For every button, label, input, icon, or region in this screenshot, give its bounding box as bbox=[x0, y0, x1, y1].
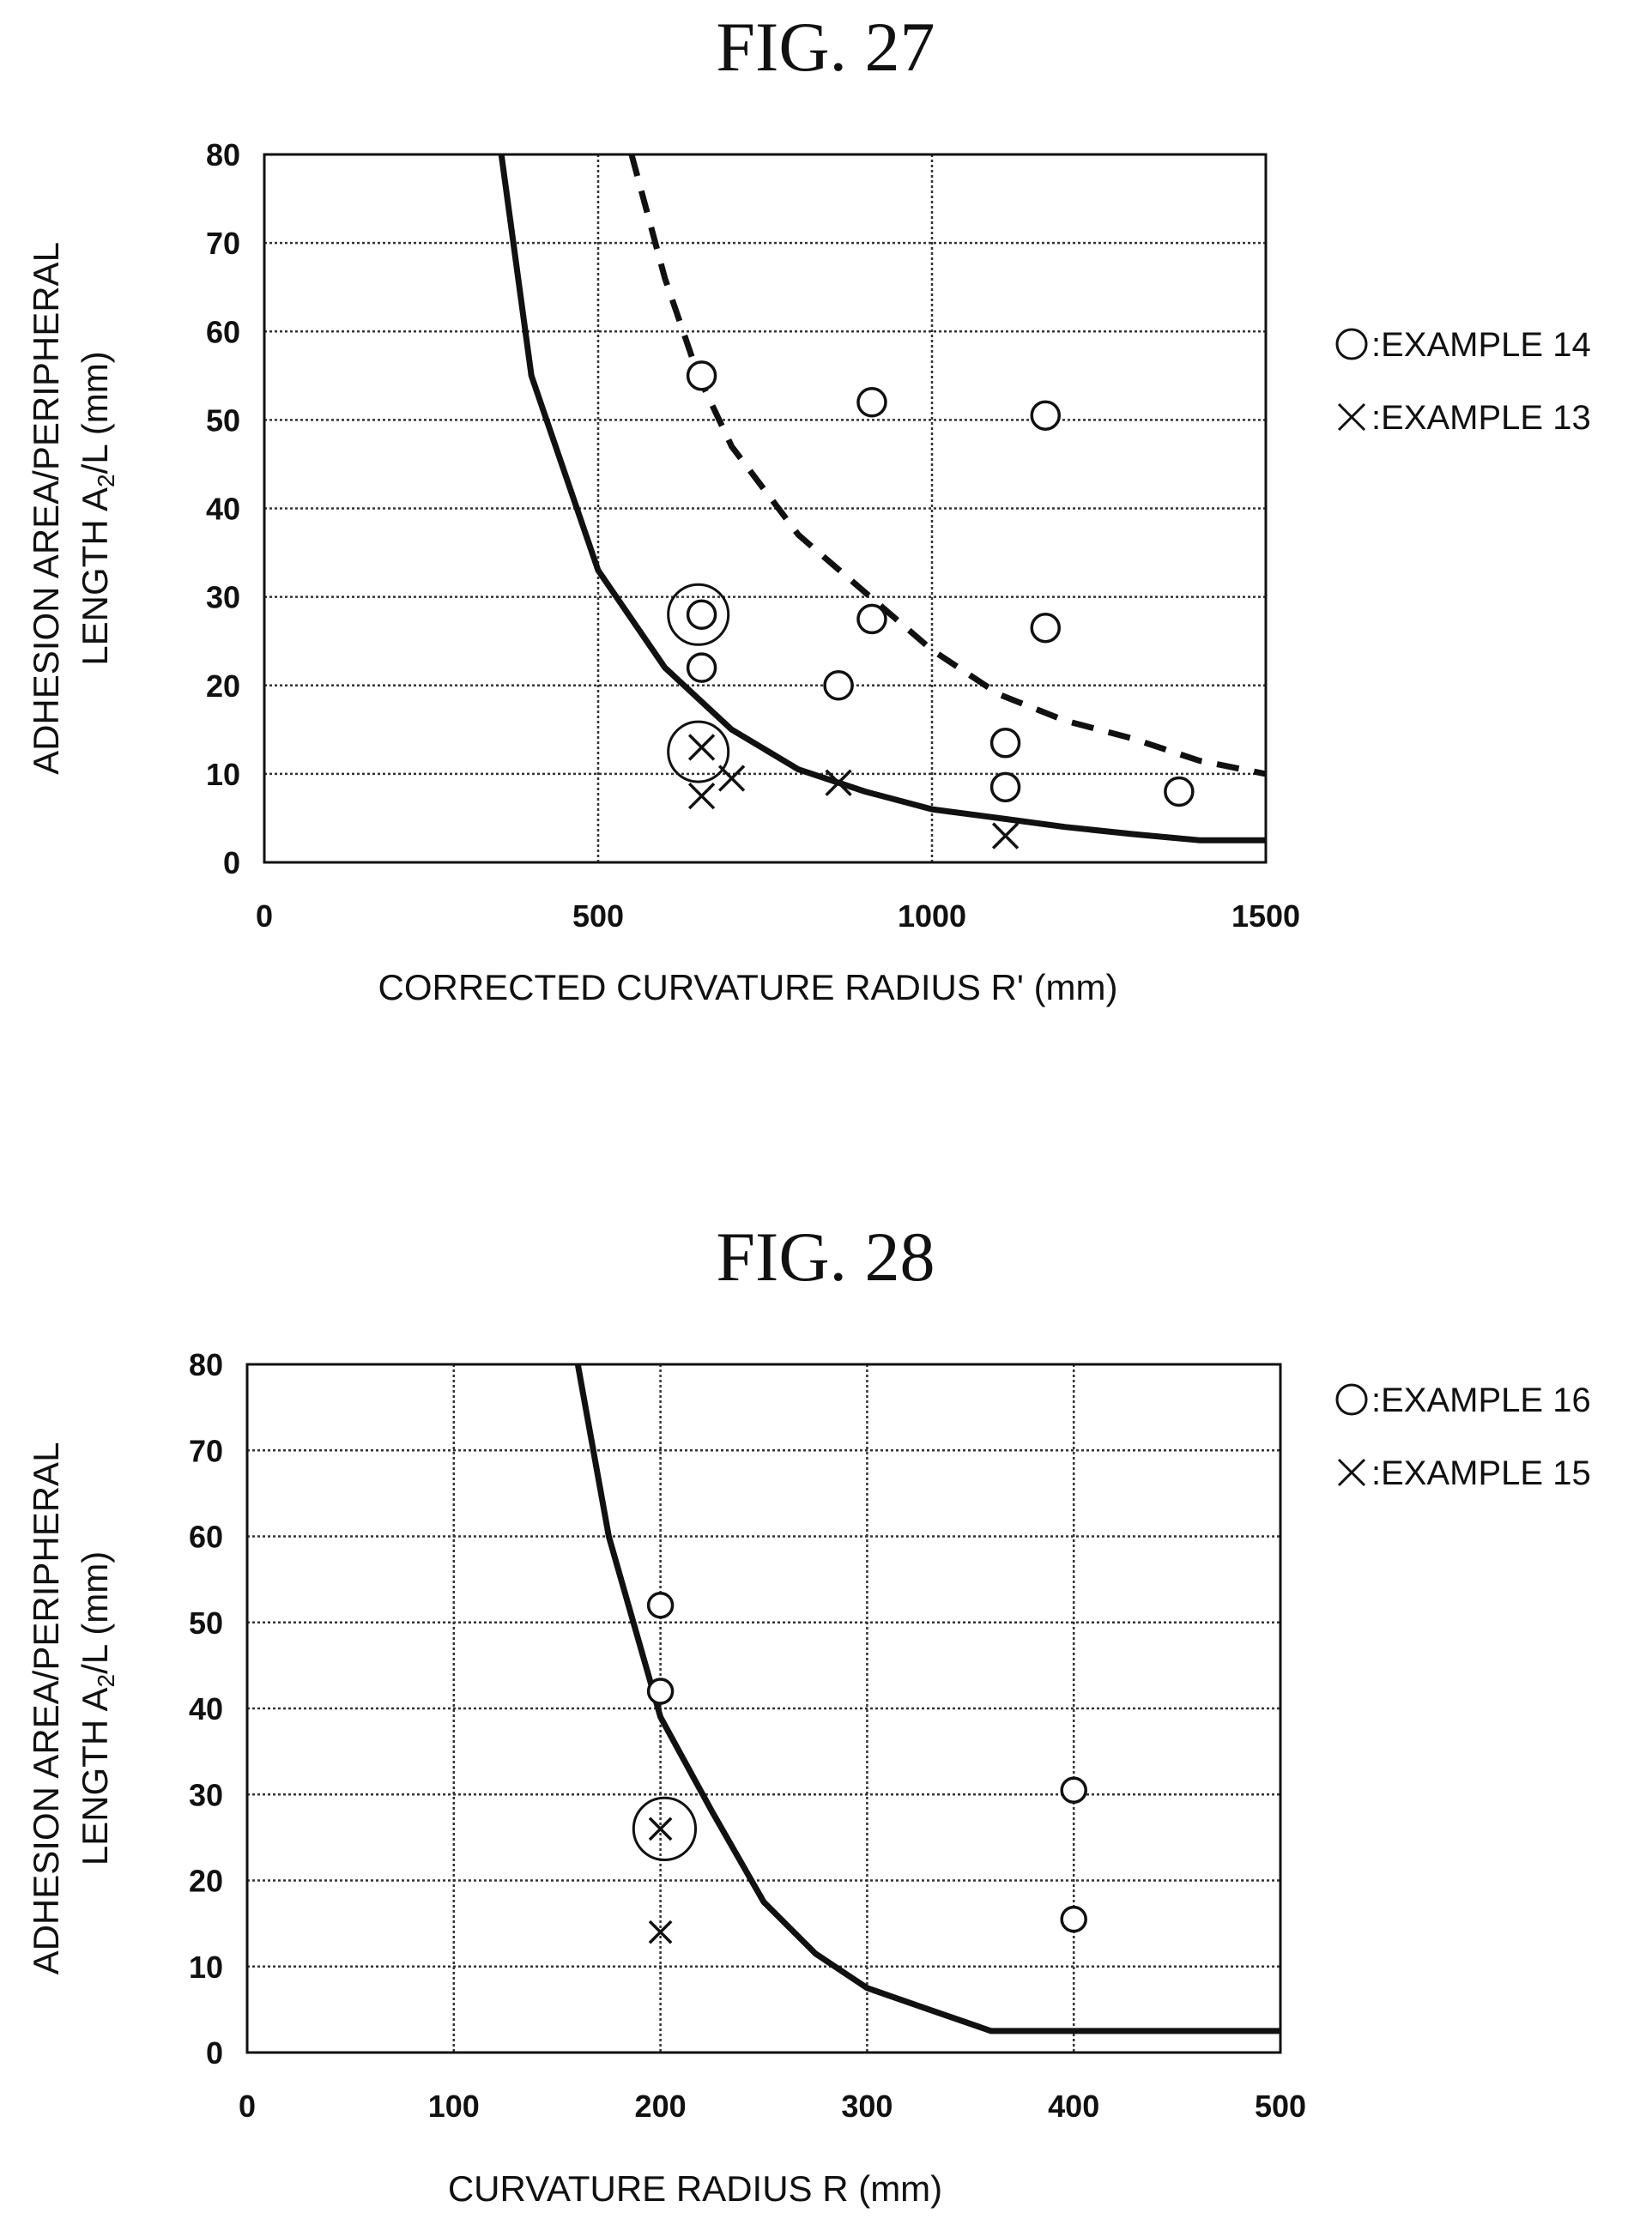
fig27-plot-frame bbox=[263, 153, 1268, 864]
fig28-y-tick-label: 60 bbox=[189, 1520, 223, 1555]
fig27-x-tick-label: 1500 bbox=[1231, 898, 1300, 934]
fig28-y-tick-label: 50 bbox=[189, 1605, 223, 1641]
fig27-y-axis-label-line2-end: /L (mm) bbox=[75, 351, 115, 474]
fig27-highlight-circle bbox=[667, 583, 730, 646]
fig28-x-tick-label: 500 bbox=[1255, 2089, 1306, 2124]
fig27-y-tick-label: 80 bbox=[206, 137, 240, 172]
fig27-y-tick-label: 60 bbox=[206, 314, 240, 349]
fig28-y-tick-label: 70 bbox=[189, 1433, 223, 1468]
fig27-y-tick-label: 30 bbox=[206, 580, 240, 615]
fig27-solid-curve bbox=[498, 154, 1266, 843]
fig28-x-axis-label: CURVATURE RADIUS R (mm) bbox=[448, 2168, 942, 2209]
fig27-cross-point bbox=[717, 765, 746, 792]
fig28-y-axis-label-subscript: 2 bbox=[93, 1674, 119, 1688]
fig27-circle-point bbox=[686, 360, 717, 391]
fig28-plot-frame bbox=[245, 1363, 1282, 2054]
fig28-cross-point bbox=[648, 1920, 673, 1944]
fig27-chart: 0 10 20 30 40 50 60 70 80 0 500 1000 1500 :EXAMPLE 14… bbox=[26, 137, 1591, 1007]
fig28-x-tick-label: 0 bbox=[239, 2089, 256, 2124]
fig27-cross-point bbox=[825, 769, 852, 796]
fig28-y-axis-label-line2-start: LENGTH A bbox=[75, 1687, 115, 1865]
fig27-dashed-curve bbox=[628, 154, 1267, 777]
fig27-cross-point bbox=[991, 822, 1020, 849]
fig27-circle-point bbox=[989, 771, 1021, 803]
fig27-circle-point bbox=[823, 670, 854, 701]
fig28-legend-label: :EXAMPLE 15 bbox=[1371, 1454, 1591, 1492]
fig27-legend-circle-symbol bbox=[1335, 328, 1368, 360]
fig28-circle-point bbox=[1060, 1776, 1087, 1804]
fig27-y-axis-label-line2-start: LENGTH A bbox=[75, 487, 115, 666]
fig28-title: FIG. 28 bbox=[716, 1218, 935, 1296]
fig28-y-tick-label: 30 bbox=[189, 1777, 223, 1812]
fig27-legend-label: :EXAMPLE 13 bbox=[1371, 399, 1591, 437]
fig27-x-tick-label: 0 bbox=[256, 898, 273, 934]
fig27-y-tick-label: 0 bbox=[223, 845, 240, 880]
fig28-circle-point bbox=[646, 1678, 675, 1705]
fig27-circle-point bbox=[856, 387, 887, 418]
fig27-y-axis-label-line1: ADHESION AREA/PERIPHERAL bbox=[26, 242, 66, 775]
fig27-x-axis-label: CORRECTED CURVATURE RADIUS R' (mm) bbox=[378, 967, 1117, 1007]
fig27-y-tick-label: 70 bbox=[206, 226, 240, 261]
fig27-circle-point bbox=[686, 599, 717, 630]
fig27-x-tick-label: 1000 bbox=[898, 898, 966, 934]
fig27-cross-point bbox=[687, 783, 716, 810]
fig28-y-tick-label: 40 bbox=[189, 1691, 223, 1726]
fig27-y-tick-label: 10 bbox=[206, 757, 240, 792]
fig28-circle-point bbox=[646, 1591, 675, 1619]
fig28-y-axis-label-line2: LENGTH A2/L (mm) bbox=[75, 1551, 119, 1865]
fig28-y-axis-label-line2-end: /L (mm) bbox=[75, 1551, 115, 1674]
fig28-x-tick-label: 100 bbox=[428, 2089, 480, 2124]
fig27-y-axis-label-subscript: 2 bbox=[93, 474, 119, 487]
fig27-circle-point bbox=[856, 603, 887, 635]
fig27-x-tick-label: 500 bbox=[572, 898, 624, 934]
fig28-y-axis-label-line1: ADHESION AREA/PERIPHERAL bbox=[26, 1442, 66, 1975]
fig27-y-tick-label: 40 bbox=[206, 492, 240, 527]
fig27-circle-point bbox=[686, 652, 717, 683]
fig27-legend-cross-symbol bbox=[1337, 402, 1366, 432]
fig27-circle-point bbox=[1030, 612, 1062, 644]
fig28-chart: 0 10 20 30 40 50 60 70 80 0 100 200 300 400 500 :EXAMPL… bbox=[26, 1347, 1591, 2209]
fig28-highlight-circle bbox=[632, 1796, 698, 1861]
fig28-x-tick-label: 300 bbox=[841, 2089, 893, 2124]
fig28-y-tick-label: 0 bbox=[206, 2035, 223, 2071]
fig28-y-tick-label: 20 bbox=[189, 1864, 223, 1899]
fig27-cross-point bbox=[687, 734, 716, 761]
fig28-legend-cross-symbol bbox=[1337, 1458, 1366, 1487]
fig27-y-tick-label: 50 bbox=[206, 402, 240, 438]
fig27-highlight-circle bbox=[667, 720, 730, 783]
fig27-y-tick-label: 20 bbox=[206, 668, 240, 704]
fig27-y-axis-label-line2: LENGTH A2/L (mm) bbox=[75, 351, 119, 665]
fig28-legend-circle-symbol bbox=[1335, 1383, 1368, 1416]
fig27-circle-point bbox=[989, 728, 1021, 759]
fig27-title: FIG. 27 bbox=[716, 8, 935, 86]
fig28-solid-curve bbox=[574, 1363, 1280, 2035]
fig28-y-tick-label: 10 bbox=[189, 1950, 223, 1985]
fig27-circle-point bbox=[1164, 776, 1195, 807]
fig27-legend-label: :EXAMPLE 14 bbox=[1371, 326, 1591, 364]
fig28-cross-point bbox=[648, 1817, 673, 1841]
fig28-x-tick-label: 200 bbox=[635, 2089, 687, 2124]
fig28-x-tick-label: 400 bbox=[1048, 2089, 1099, 2124]
fig27-circle-point bbox=[1030, 400, 1062, 431]
fig28-circle-point bbox=[1060, 1905, 1087, 1933]
fig28-y-tick-label: 80 bbox=[189, 1347, 223, 1382]
fig28-legend-label: :EXAMPLE 16 bbox=[1371, 1382, 1591, 1419]
